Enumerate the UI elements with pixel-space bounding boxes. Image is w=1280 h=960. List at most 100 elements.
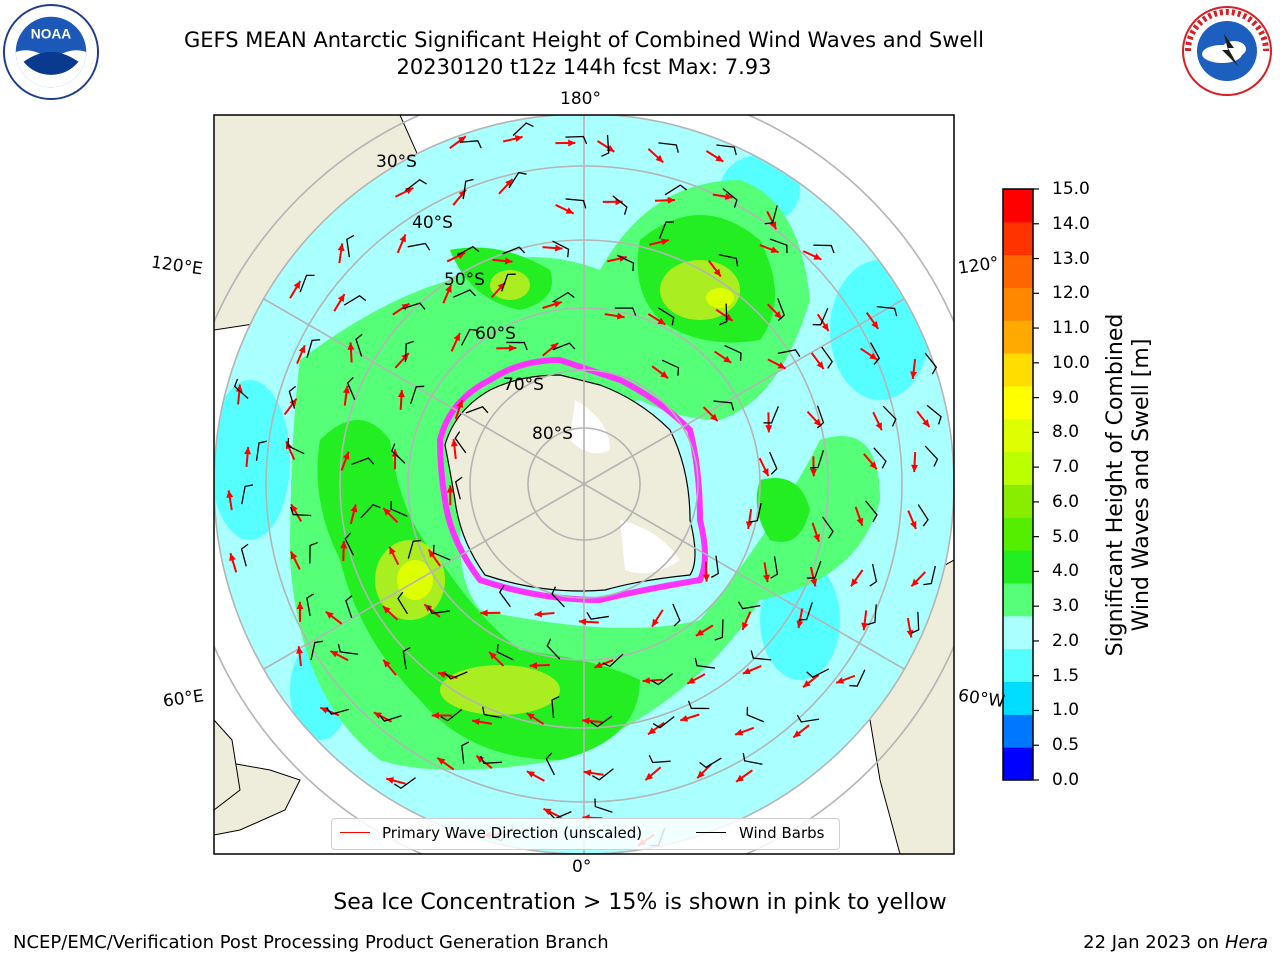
wave-arrow-head [428, 549, 436, 558]
wave-arrow-head [293, 281, 301, 289]
wind-barb [822, 516, 834, 539]
wind-barb [763, 406, 780, 424]
colorbar-band [1003, 320, 1033, 354]
wave-arrow-head [810, 469, 818, 477]
colorbar [1003, 189, 1033, 781]
wind-barb [749, 503, 762, 523]
wind-barb [552, 291, 575, 303]
wind-barb [926, 404, 942, 425]
wave-arrow-head [661, 238, 669, 246]
wave-arrow-head [875, 422, 882, 431]
colorbar-tick-label: 2.0 [1052, 630, 1080, 651]
wave-arrow-head [550, 343, 559, 351]
colorbar-title-line1: Significant Height of Combined [1103, 313, 1128, 657]
wind-barb [672, 603, 681, 627]
wind-barb [432, 544, 451, 561]
colorbar-band [1003, 714, 1033, 748]
wave-arrow-head [796, 620, 804, 629]
wave-arrow-head [399, 234, 406, 243]
wind-barb [750, 650, 772, 661]
wind-barb [512, 122, 534, 137]
wave-arrow-head [397, 389, 405, 398]
wave-arrow-head [911, 464, 919, 473]
wave-arrow-head [337, 243, 345, 251]
wave-arrow-head [657, 317, 666, 325]
wave-arrow-head [680, 714, 689, 722]
colorbar-tick-label: 11.0 [1052, 318, 1090, 339]
wind-barb [427, 606, 450, 615]
wave-arrow-head [296, 646, 304, 654]
wind-barb [462, 178, 474, 200]
wave-arrow-head [296, 601, 304, 610]
wind-barb [870, 342, 881, 365]
wind-barb [601, 134, 610, 157]
wind-barb [614, 307, 637, 316]
wind-barb [648, 754, 671, 764]
wave-arrow-head [476, 755, 485, 763]
wind-barb [407, 242, 431, 251]
colorbar-tick-label: 4.0 [1052, 561, 1080, 582]
wave-arrow-head [543, 808, 552, 816]
legend-barb-label: Wind Barbs [739, 824, 825, 842]
wave-arrow-head [861, 622, 869, 631]
colorbar-tick-label: 13.0 [1052, 248, 1090, 269]
wind-barb [288, 385, 297, 409]
wind-barb [769, 238, 788, 254]
wind-barb [351, 457, 375, 466]
wave-arrow-head [821, 323, 829, 332]
colorbar-band [1003, 615, 1033, 650]
wind-barb [594, 798, 613, 813]
wind-barbs [233, 122, 942, 847]
colorbar-band [1003, 648, 1033, 682]
wind-barb [545, 752, 555, 776]
wave-arrow-head [647, 727, 656, 735]
wave-arrow-head [813, 253, 822, 260]
wind-barb [502, 246, 526, 255]
wave-arrow-head [529, 662, 538, 669]
wind-barb [546, 638, 561, 660]
wave-arrow-head [735, 728, 744, 736]
wind-barb [798, 602, 813, 621]
colorbar-tick-label: 0.0 [1052, 770, 1080, 790]
wave-arrow-head [702, 574, 710, 582]
wave-arrow-head [723, 355, 732, 363]
wave-arrow-head [244, 446, 252, 455]
wave-arrow-head [736, 774, 744, 782]
wave-arrow-head [763, 574, 770, 583]
wave-arrow-head [774, 310, 782, 319]
wind-barb [496, 643, 514, 661]
wind-barb [410, 385, 425, 405]
wave-arrow-head [526, 713, 535, 721]
colorbar-band [1003, 386, 1033, 420]
wave-arrow-head [383, 659, 391, 668]
wind-barb [551, 586, 565, 608]
wave-arrow-head [342, 451, 350, 460]
colorbar-tick-label: 14.0 [1052, 213, 1090, 234]
wind-barb [652, 716, 675, 729]
wave-arrow-head [438, 671, 446, 679]
wave-arrow-head [710, 413, 718, 422]
wave-arrow-head [456, 400, 464, 408]
lat-label-40s: 40°S [412, 213, 453, 233]
wind-barb [737, 601, 761, 610]
wind-barb [658, 221, 675, 239]
wind-barb [299, 274, 315, 293]
lon-label-top: 180° [560, 89, 601, 109]
wind-barb [337, 643, 359, 655]
colorbar-tick-label: 9.0 [1052, 387, 1080, 408]
colorbar-tick-label: 15.0 [1052, 179, 1090, 199]
colorbar-tick-label: 10.0 [1052, 352, 1090, 373]
wind-barb [651, 673, 673, 686]
legend-wave-swatch [340, 832, 370, 833]
wave-arrow-head [745, 521, 753, 529]
colorbar-tick-label: 6.0 [1052, 491, 1080, 512]
wind-barb [240, 543, 249, 567]
wave-arrow-head [320, 707, 329, 714]
wave-arrow-head [642, 677, 651, 685]
wind-barb [612, 195, 628, 215]
colorbar-tick-label: 8.0 [1052, 422, 1080, 443]
wave-arrow-head [226, 490, 234, 498]
lat-label-70s: 70°S [503, 375, 544, 395]
wind-barb [590, 715, 613, 728]
wind-barb [777, 349, 801, 357]
